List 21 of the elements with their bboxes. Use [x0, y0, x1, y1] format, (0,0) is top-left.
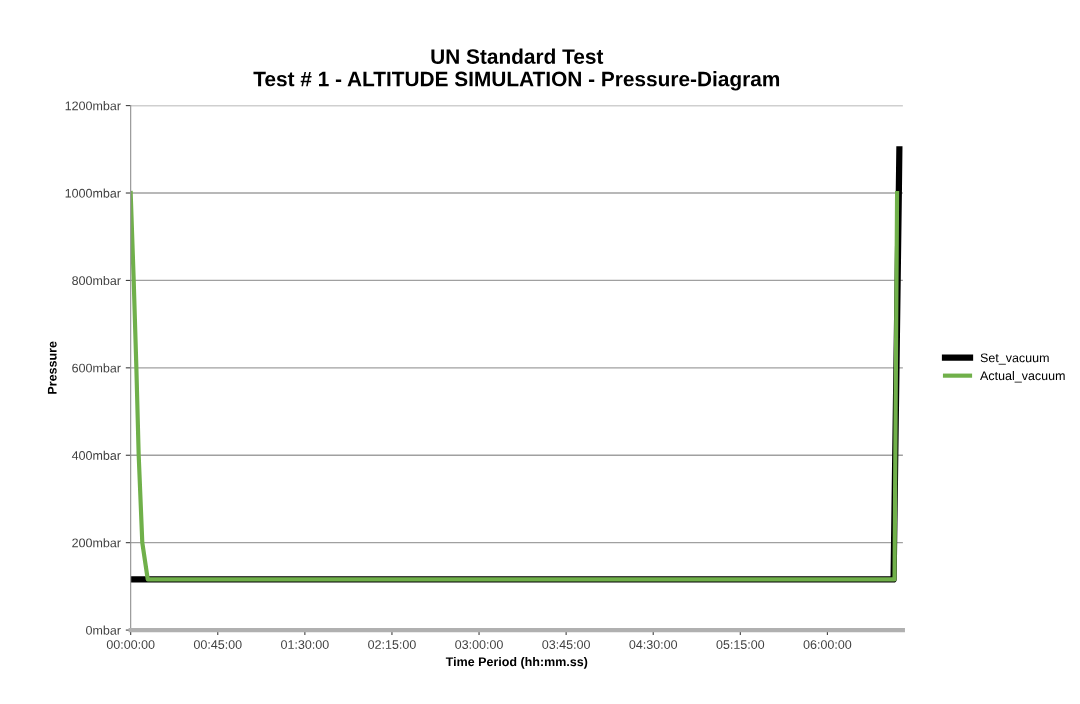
y-tick-label: 1000mbar	[65, 188, 121, 198]
y-tick-label: 600mbar	[72, 363, 121, 373]
x-tick-label: 00:00:00	[106, 640, 155, 649]
y-tick-label: 200mbar	[72, 538, 121, 548]
y-tick-label: 1200mbar	[65, 101, 121, 111]
x-tick-label: 04:30:00	[629, 640, 678, 649]
legend-label: Set_vacuum	[980, 353, 1049, 365]
x-tick-label: 05:15:00	[716, 640, 765, 649]
chart-title: UN Standard Test Test # 1 - ALTITUDE SIMULATION - Pressure-Diagram	[253, 48, 780, 91]
y-tick-label: 800mbar	[72, 275, 121, 286]
x-tick-label: 06:00:00	[803, 640, 852, 649]
x-axis-title: Time Period (hh:mm.ss)	[445, 657, 588, 669]
legend-label: Actual_vacuum	[980, 370, 1065, 383]
x-tick-label: 02:15:00	[368, 640, 416, 649]
y-axis-title: Pressure	[47, 341, 57, 394]
x-tick-label: 00:45:00	[193, 640, 242, 649]
x-tick-label: 01:30:00	[281, 640, 329, 649]
y-tick-label: 400mbar	[71, 450, 121, 460]
x-tick-label: 03:45:00	[542, 640, 590, 649]
x-tick-label: 03:00:00	[455, 640, 503, 649]
y-tick-label: 0mbar	[86, 625, 121, 635]
